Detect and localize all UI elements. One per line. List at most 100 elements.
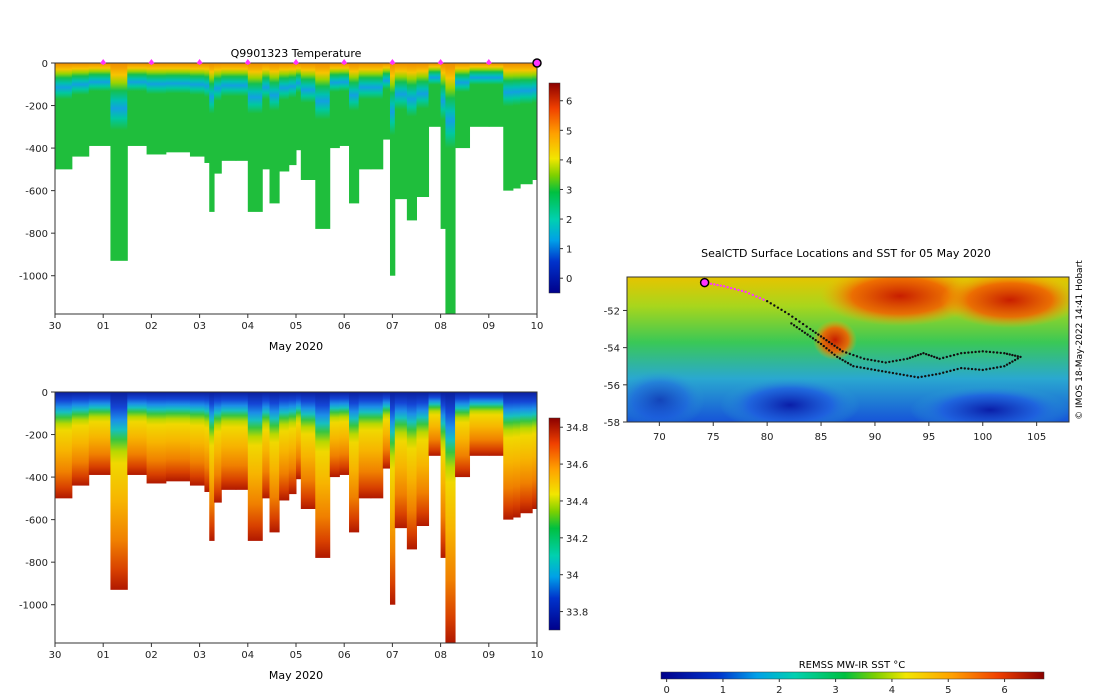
y-tick-label: -400 xyxy=(25,473,48,484)
profile-column xyxy=(349,63,360,204)
track-point xyxy=(956,352,959,356)
track-point xyxy=(992,351,995,354)
track-point xyxy=(985,368,988,371)
track-point xyxy=(755,295,758,298)
profile-column xyxy=(209,392,215,541)
lon-tick-label: 70 xyxy=(653,432,666,443)
profile-column xyxy=(88,63,111,146)
profile-column xyxy=(55,392,73,499)
map-latitude-axis: -52 -54 -56 -58 xyxy=(604,306,627,429)
profile-column xyxy=(127,63,148,146)
lat-tick-label: -58 xyxy=(604,418,620,429)
x-tick-label: 02 xyxy=(145,321,158,332)
x-tick-label: 07 xyxy=(386,650,399,661)
profile-column xyxy=(520,392,533,514)
profile-column xyxy=(88,392,111,475)
track-point xyxy=(956,367,959,371)
track-point xyxy=(898,358,902,362)
track-point xyxy=(952,353,956,357)
profile-column xyxy=(358,63,372,170)
track-point xyxy=(776,306,780,309)
y-tick-label: 0 xyxy=(42,59,48,70)
profile-column xyxy=(269,63,280,204)
track-point xyxy=(880,360,884,364)
track-point xyxy=(833,353,836,356)
profile-column xyxy=(110,392,128,590)
track-point xyxy=(870,368,873,371)
track-point xyxy=(747,292,751,295)
track-point xyxy=(938,357,941,360)
salinity-x-axis: 30 01 02 03 04 05 06 07 08 09 10 xyxy=(49,643,543,661)
profile-column xyxy=(110,63,128,261)
track-point xyxy=(859,366,862,369)
track-point xyxy=(911,355,914,359)
track-point xyxy=(922,352,925,355)
track-point xyxy=(817,340,820,344)
warm-anomaly-northeast xyxy=(940,277,1069,328)
y-tick-label: -800 xyxy=(25,229,48,240)
track-point xyxy=(1003,352,1006,355)
track-point xyxy=(952,368,956,372)
salinity-xlabel: May 2020 xyxy=(269,669,323,682)
track-point xyxy=(920,375,923,378)
surface-marker xyxy=(341,59,348,65)
track-point xyxy=(822,337,825,340)
y-tick-label: 0 xyxy=(42,388,48,399)
track-point xyxy=(709,282,713,286)
surface-marker xyxy=(244,59,251,65)
x-tick-label: 04 xyxy=(241,321,254,332)
profile-column xyxy=(296,392,302,480)
track-point xyxy=(959,366,963,370)
y-tick-label: -200 xyxy=(25,102,48,113)
last-profile-marker xyxy=(532,58,542,68)
x-tick-label: 01 xyxy=(97,650,110,661)
track-point xyxy=(877,369,880,372)
track-point xyxy=(806,333,809,336)
track-point xyxy=(895,372,898,375)
track-point xyxy=(798,320,801,323)
profile-column xyxy=(488,63,504,127)
track-point xyxy=(1013,358,1017,362)
profile-column xyxy=(235,392,249,490)
profile-column xyxy=(71,392,90,486)
colorbar-tick-label: 1 xyxy=(566,245,572,256)
colorbar-tick-label: 34.4 xyxy=(566,497,588,508)
x-tick-label: 09 xyxy=(482,321,495,332)
track-point xyxy=(827,349,831,352)
x-tick-label: 30 xyxy=(49,650,62,661)
track-point xyxy=(913,375,916,378)
track-point xyxy=(999,365,1002,369)
track-point xyxy=(841,350,844,353)
profile-column xyxy=(389,392,396,605)
track-point xyxy=(935,356,939,360)
track-point xyxy=(845,351,848,354)
track-point xyxy=(995,351,999,354)
seal-track xyxy=(703,281,1022,379)
salinity-y-axis: 0 -200 -400 -600 -800 -1000 xyxy=(19,388,55,612)
track-point xyxy=(773,304,776,307)
colorbar-tick-label: 2 xyxy=(566,215,572,226)
sst-map-panel: SealCTD Surface Locations and SST for 05… xyxy=(604,247,1085,443)
track-point xyxy=(906,357,909,360)
sst-colorbar-tick-label: 1 xyxy=(720,685,726,696)
track-point xyxy=(765,299,769,303)
track-point xyxy=(795,325,798,329)
y-tick-label: -200 xyxy=(25,431,48,442)
track-point xyxy=(949,369,952,373)
temperature-title: Q9901323 Temperature xyxy=(231,47,362,60)
track-point xyxy=(988,367,992,370)
track-point xyxy=(908,356,912,360)
track-point xyxy=(758,296,762,300)
profile-column xyxy=(512,63,521,189)
track-point xyxy=(888,371,891,374)
track-point xyxy=(814,331,817,334)
track-point xyxy=(902,373,905,377)
track-point xyxy=(992,366,995,370)
track-point xyxy=(838,357,842,360)
track-point xyxy=(884,361,887,364)
track-point xyxy=(836,346,839,349)
track-point xyxy=(934,373,938,376)
profile-column xyxy=(279,392,290,501)
lon-tick-label: 75 xyxy=(707,432,720,443)
profile-column xyxy=(55,63,73,170)
